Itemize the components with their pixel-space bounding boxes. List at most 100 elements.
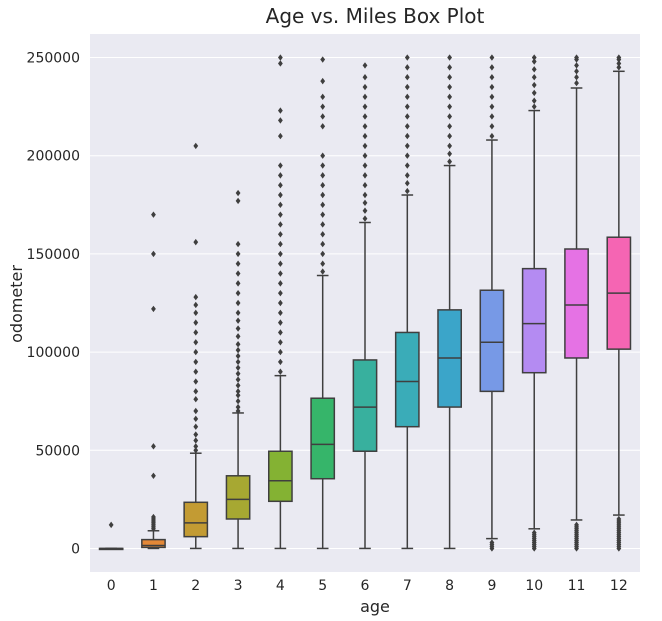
outlier-point (235, 325, 241, 332)
outlier-point (320, 231, 326, 238)
box-1 (141, 211, 166, 550)
outlier-point (404, 93, 410, 101)
outlier-point (404, 132, 410, 140)
outlier-point (193, 443, 199, 450)
box-11 (564, 54, 589, 552)
outlier-point (235, 280, 241, 287)
box-iqr (479, 289, 505, 393)
outlier-point (193, 319, 199, 326)
outlier-point (193, 423, 199, 430)
outlier-point (277, 319, 283, 326)
outlier-point (151, 305, 156, 313)
x-tick-label: 9 (487, 578, 496, 594)
outlier-point (531, 529, 537, 536)
outlier-point (404, 54, 410, 61)
outlier-point (362, 215, 368, 222)
outlier-point (235, 358, 241, 366)
outlier-point (151, 250, 156, 258)
outlier-point (193, 309, 199, 317)
outlier-point (531, 73, 537, 81)
x-tick-label: 6 (361, 578, 370, 594)
outlier-point (277, 107, 283, 114)
outlier-point (277, 329, 283, 336)
y-tick-label: 0 (71, 541, 80, 557)
outlier-point (320, 181, 326, 189)
outlier-point (447, 83, 453, 91)
outlier-point (193, 388, 199, 395)
x-tick-label: 10 (525, 578, 543, 594)
outlier-point (235, 407, 241, 415)
outlier-point (277, 231, 283, 238)
outlier-point (489, 73, 495, 81)
box-iqr (268, 450, 293, 503)
outlier-point (193, 447, 199, 454)
x-tick-label: 2 (191, 578, 200, 594)
outlier-point (447, 113, 453, 120)
outlier-point (277, 117, 283, 124)
outlier-point (362, 113, 368, 120)
outlier-point (277, 250, 283, 258)
outlier-point (193, 301, 199, 309)
outlier-point (320, 93, 326, 101)
outlier-point (404, 113, 410, 120)
outlier-point (235, 346, 241, 354)
outlier-point (277, 368, 283, 375)
box-iqr (183, 501, 209, 538)
outlier-point (489, 83, 495, 91)
outlier-point (489, 93, 495, 101)
box-iqr (521, 267, 547, 374)
outlier-point (277, 211, 283, 218)
outlier-point (531, 54, 537, 61)
outlier-point (489, 123, 495, 130)
outlier-point (362, 207, 368, 214)
outlier-point (489, 103, 495, 110)
outlier-point (235, 240, 241, 248)
outlier-point (320, 221, 326, 228)
outlier-point (320, 123, 326, 130)
outlier-point (362, 142, 368, 150)
outlier-point (362, 199, 368, 207)
outlier-point (447, 54, 453, 61)
outlier-point (193, 358, 199, 366)
y-tick-label: 200000 (27, 149, 80, 165)
box-iqr (394, 331, 420, 428)
outlier-point (489, 64, 495, 71)
box-9 (479, 54, 505, 552)
box-0 (98, 521, 124, 551)
outlier-point (193, 396, 199, 403)
y-tick-labels: 0 50000 100000 150000 200000 250000 (27, 51, 80, 558)
outlier-point (489, 132, 495, 140)
outlier-point (277, 221, 283, 228)
x-tick-label: 12 (610, 578, 628, 594)
outlier-point (574, 79, 579, 87)
outlier-point (616, 54, 622, 61)
outlier-point (277, 289, 283, 297)
outlier-point (277, 191, 283, 199)
outlier-point (531, 89, 537, 97)
outlier-point (193, 142, 199, 150)
outlier-point (574, 68, 579, 75)
x-tick-label: 8 (445, 578, 454, 594)
outlier-point (320, 250, 326, 258)
outlier-point (235, 370, 241, 377)
outlier-point (235, 392, 241, 399)
outlier-point (362, 123, 368, 130)
outlier-point (489, 54, 495, 61)
box-iqr (225, 475, 251, 520)
outlier-point (193, 329, 199, 336)
outlier-point (320, 77, 326, 85)
y-tick-label: 50000 (35, 443, 80, 459)
outlier-point (404, 103, 410, 110)
outlier-point (235, 197, 241, 205)
outlier-point (489, 113, 495, 120)
outlier-point (235, 299, 241, 307)
outlier-point (235, 289, 241, 297)
outlier-point (404, 152, 410, 159)
outlier-point (277, 240, 283, 248)
outlier-point (151, 513, 156, 521)
outlier-point (235, 270, 241, 277)
outlier-point (320, 103, 326, 110)
outlier-point (362, 162, 368, 169)
outlier-point (277, 201, 283, 209)
outlier-point (277, 270, 283, 277)
